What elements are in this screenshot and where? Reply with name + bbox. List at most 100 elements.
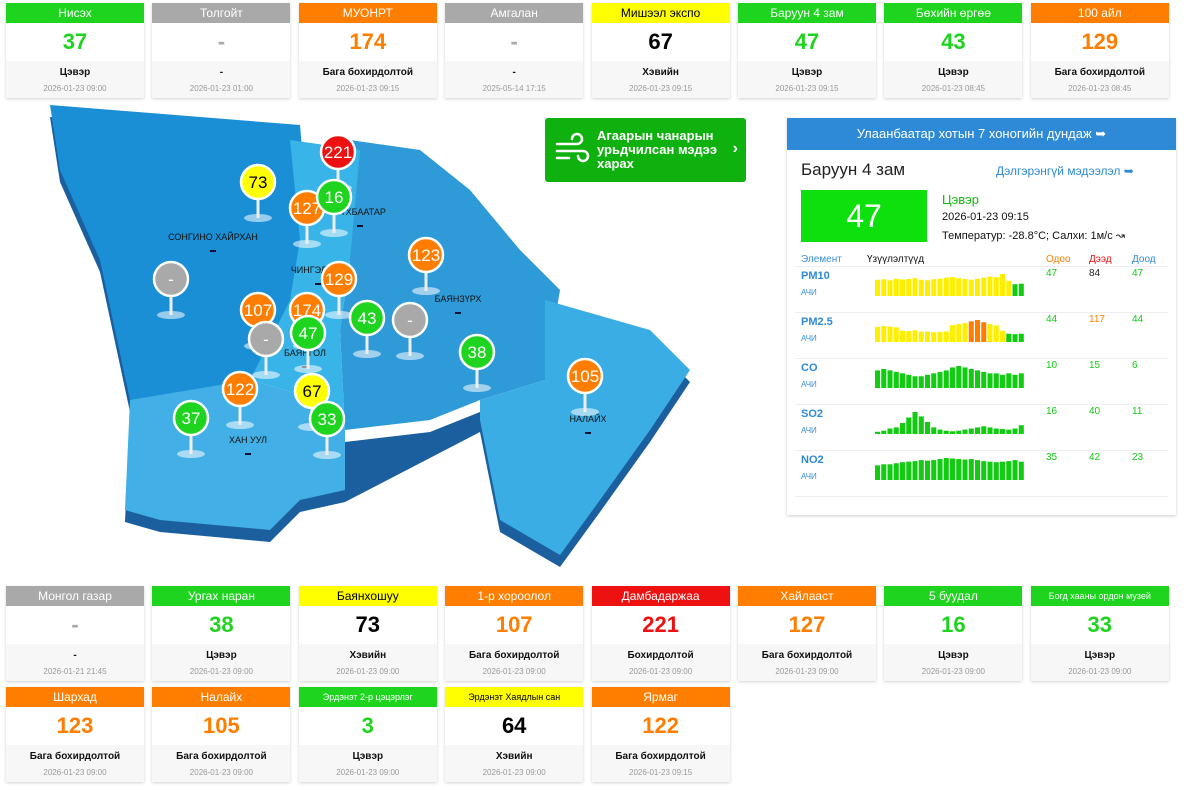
station-card[interactable]: Амгалан - - 2025-05-14 17:15 xyxy=(445,3,584,98)
station-card[interactable]: Богд хааны ордон музей 33 Цэвэр 2026-01-23 … xyxy=(1030,586,1169,681)
map-pin[interactable]: 127 xyxy=(288,189,326,248)
station-status: Бохирдолтой xyxy=(627,650,694,661)
spark-bar xyxy=(912,330,918,342)
map-pin[interactable]: 37 xyxy=(172,399,210,458)
spark-bar xyxy=(937,278,943,296)
district-label: БАЯНЗҮРХ xyxy=(435,294,482,304)
station-card[interactable]: 100 айл 129 Бага бохирдолтой 2026-01-23 08:… xyxy=(1030,3,1169,98)
spark-bar xyxy=(1006,461,1012,480)
spark-bar xyxy=(1000,274,1006,296)
station-status: Бага бохирдолтой xyxy=(615,751,706,762)
map-pin[interactable]: 122 xyxy=(221,370,259,429)
spark-bar xyxy=(981,461,987,480)
pollutant-unit: АЧИ xyxy=(801,334,817,343)
district-label: ХАН УУЛ xyxy=(229,435,267,445)
station-card[interactable]: Баруун 4 зам 47 Цэвэр 2026-01-23 09:15 xyxy=(738,3,876,98)
card-footer-bg xyxy=(738,61,876,98)
spark-bar xyxy=(962,459,968,480)
map-pin[interactable]: - xyxy=(391,301,429,360)
spark-bar xyxy=(981,277,987,296)
station-card[interactable]: 5 буудал 16 Цэвэр 2026-01-23 09:00 xyxy=(884,586,1023,681)
card-footer-bg xyxy=(152,644,291,681)
station-aqi: 38 xyxy=(209,612,234,637)
forecast-button[interactable]: Агаарын чанарын урьдчилсан мэдээ харах › xyxy=(545,118,746,182)
station-card[interactable]: Баянхошуу 73 Хэвийн 2026-01-23 09:00 xyxy=(298,586,437,681)
station-aqi: 122 xyxy=(642,713,679,738)
station-card[interactable]: Ургах наран 38 Цэвэр 2026-01-23 09:00 xyxy=(152,586,291,681)
map-pin[interactable]: 107 xyxy=(239,291,277,350)
spark-bar xyxy=(981,426,987,434)
station-card[interactable]: Ярмаг 122 Бага бохирдолтой 2026-01-23 09:15 xyxy=(591,687,730,782)
map-pin[interactable]: 43 xyxy=(348,299,386,358)
card-footer-bg xyxy=(591,644,730,681)
station-status: - xyxy=(512,67,516,78)
station-card[interactable]: Налайх 105 Бага бохирдолтой 2026-01-23 09:0… xyxy=(152,687,291,782)
card-footer-bg xyxy=(445,644,584,681)
card-footer-bg xyxy=(1030,61,1169,98)
station-status: Бага бохирдолтой xyxy=(468,650,560,661)
station-name: Эрдэнэт Хаядлын сан xyxy=(445,687,584,707)
spark-bar xyxy=(956,366,962,388)
map-pin[interactable]: 105 xyxy=(566,357,604,416)
station-card[interactable]: МУОНРТ 174 Бага бохирдолтой 2026-01-23 09:1… xyxy=(298,3,437,98)
station-name: Хайлааст xyxy=(738,586,876,606)
station-card[interactable]: 1-р хороолол 107 Бага бохирдолтой 2026-01-2… xyxy=(445,586,584,681)
spark-bar xyxy=(968,279,974,296)
pin-circle xyxy=(319,133,357,171)
station-card[interactable]: Толгойт - - 2026-01-23 01:00 xyxy=(152,3,291,98)
station-card[interactable]: Бөхийн өргөө 43 Цэвэр 2026-01-23 08:45 xyxy=(884,3,1023,98)
value-now: 44 xyxy=(1046,314,1058,325)
district-label: СОНГИНО ХАЙРХАН xyxy=(168,231,258,242)
station-name: 1-р хороолол xyxy=(445,586,584,606)
spark-bar xyxy=(943,331,949,342)
station-card[interactable]: Монгол газар - - 2026-01-21 21:45 xyxy=(6,586,144,681)
map-pin[interactable]: 38 xyxy=(458,333,496,392)
pin-circle xyxy=(458,333,496,371)
map-pin[interactable]: 16 xyxy=(315,178,353,237)
station-card[interactable]: Дамбадаржаа 221 Бохирдолтой 2026-01-23 09:0… xyxy=(591,586,730,681)
spark-bar xyxy=(900,330,906,342)
station-status: Бага бохирдолтой xyxy=(29,751,121,762)
station-card[interactable]: Шархад 123 Бага бохирдолтой 2026-01-23 09:0… xyxy=(6,687,144,782)
station-status: Цэвэр xyxy=(938,650,969,661)
card-footer-bg xyxy=(738,644,876,681)
pollutant-unit: АЧИ xyxy=(801,426,817,435)
map: СОНГИНО ХАЙРХАН СҮХБААТАР ЧИНГЭЛТЭЙ БАЯНЗҮР… xyxy=(50,105,690,567)
spark-bar xyxy=(881,464,887,480)
district-label: СҮХБААТАР xyxy=(334,207,386,217)
spark-bar xyxy=(931,332,937,342)
map-pin[interactable]: - xyxy=(247,320,285,379)
spark-bar xyxy=(993,462,999,480)
station-aqi: 73 xyxy=(355,612,381,637)
map-pin[interactable]: 123 xyxy=(407,236,445,295)
map-pin[interactable]: 47 xyxy=(289,314,327,373)
spark-bar xyxy=(937,331,943,342)
station-card[interactable]: Нисэх 37 Цэвэр 2026-01-23 09:00 xyxy=(6,3,144,98)
pin-value: 221 xyxy=(324,143,352,162)
spark-bar xyxy=(956,459,962,480)
spark-bar xyxy=(931,460,937,480)
spark-bar xyxy=(987,276,993,296)
spark-bar xyxy=(975,278,981,296)
pollutant-name: CO xyxy=(801,362,818,374)
row-line xyxy=(795,496,1168,497)
station-time: 2026-01-23 09:15 xyxy=(629,768,693,777)
station-card[interactable]: Мишээл экспо 67 Хэвийн 2026-01-23 09:15 xyxy=(591,3,730,98)
district-dot xyxy=(210,250,216,252)
station-aqi: 37 xyxy=(62,29,88,54)
details-link[interactable]: Дэлгэрэнгүй мэдээлэл ➥ xyxy=(996,164,1134,178)
station-card[interactable]: Эрдэнэт 2-р цэцэрлэг 3 Цэвэр 2026-01-23 09:… xyxy=(298,687,437,782)
spark-bar xyxy=(875,326,881,342)
map-pin[interactable]: 67 xyxy=(293,372,331,431)
spark-bar xyxy=(1018,283,1024,296)
station-card[interactable]: Эрдэнэт Хаядлын сан 64 Хэвийн 2026-01-23 09… xyxy=(445,687,584,782)
map-pin[interactable]: 33 xyxy=(308,400,346,459)
map-pin[interactable]: 129 xyxy=(320,260,358,319)
map-pin[interactable]: 73 xyxy=(239,163,277,222)
spark-bar xyxy=(962,429,968,434)
station-card[interactable]: Хайлааст 127 Бага бохирдолтой 2026-01-23 09… xyxy=(738,586,876,681)
station-name: Бөхийн өргөө xyxy=(884,3,1023,23)
spark-bar xyxy=(1012,428,1018,434)
panel-title[interactable]: Улаанбаатар хотын 7 хоногийн дундаж ➥ xyxy=(787,118,1176,150)
map-pin[interactable]: - xyxy=(152,260,190,319)
